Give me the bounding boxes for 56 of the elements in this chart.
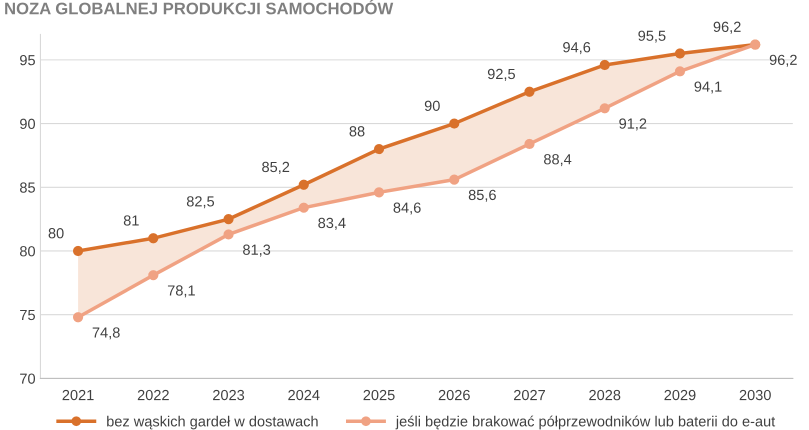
point [223,229,234,240]
point [298,202,309,213]
data-label: 96,2 [714,22,741,34]
y-tick-label: 90 [20,118,36,130]
point [600,60,610,70]
x-tick-label: 2026 [438,390,470,400]
point [600,103,610,114]
x-tick-label: 2024 [288,390,320,400]
point [148,233,158,244]
y-tick-label: 80 [20,246,36,256]
data-label: 84,6 [394,202,421,215]
data-label: 85,2 [262,162,290,174]
point [72,246,84,256]
x-tick-label: 2023 [213,390,244,400]
data-label: 82,5 [186,196,214,208]
data-label: 94,1 [694,81,722,94]
x-tick-label: 2030 [740,390,771,400]
y-tick-label: 95 [20,54,35,66]
data-label: 74,8 [92,327,120,340]
point [524,138,535,150]
x-tick-label: 2027 [514,390,545,400]
data-label: 95,5 [638,30,666,43]
x-tick-label: 2028 [589,390,620,400]
data-label: 96,2 [770,54,797,67]
data-label: 81 [124,215,139,226]
x-tick-label: 2022 [138,390,169,400]
point [449,118,460,129]
x-tick-label: 2021 [62,390,94,400]
legend-label: jeśli będzie brakować półprzewodników lub baterii do e-aut [395,416,776,430]
point [374,144,384,154]
data-label: 78,1 [168,285,195,298]
data-label: 91,2 [619,118,646,130]
x-tick-label: 2029 [664,390,696,400]
point [72,312,84,322]
data-label: 81,3 [243,244,270,257]
y-tick-label: 70 [20,374,36,384]
y-tick-label: 75 [20,310,35,320]
point [449,174,460,185]
point [298,180,309,190]
data-label: 92,5 [488,68,515,81]
y-tick-label: 85 [20,182,35,193]
data-label: 88,4 [544,154,572,166]
point [674,48,686,59]
point [674,66,686,76]
point [524,86,535,97]
point [148,270,158,280]
point [374,187,384,198]
data-label: 83,4 [318,218,346,230]
data-label: 80 [48,228,64,238]
data-label: 85,6 [468,190,496,202]
legend-label: bez wąskich gardeł w dostawach [107,416,318,430]
data-label: 94,6 [563,42,590,54]
x-tick-label: 2025 [364,390,395,400]
data-label: 88 [350,126,364,136]
data-label: 90 [424,100,440,111]
point [223,214,234,224]
